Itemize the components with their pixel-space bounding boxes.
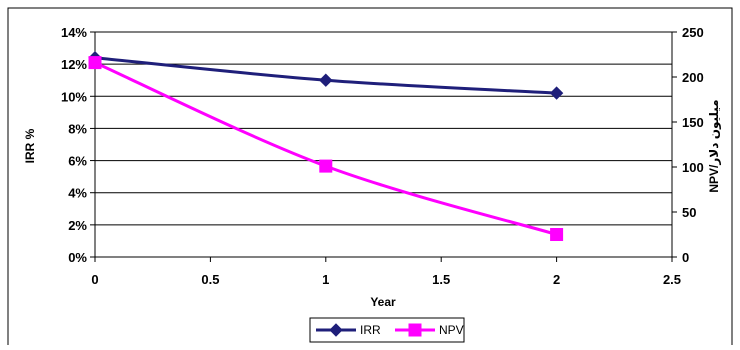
y-right-axis-title: NPV/میلیون دلار <box>707 99 722 192</box>
x-axis-title: Year <box>370 295 396 309</box>
irr-data-point <box>319 73 333 87</box>
series-layer <box>88 51 564 241</box>
y-right-tick-label: 0 <box>682 250 689 265</box>
x-tick-label: 1 <box>322 272 329 287</box>
y-right-tick-label: 50 <box>682 205 696 220</box>
y-right-tick-label: 150 <box>682 115 704 130</box>
irr-legend-marker <box>329 323 343 337</box>
irr-legend-label: IRR <box>360 323 381 337</box>
npv-data-point <box>319 159 333 173</box>
x-tick-label: 2 <box>553 272 560 287</box>
npv-data-point <box>550 228 564 241</box>
y-left-tick-label: 4% <box>68 186 87 201</box>
chart-frame <box>7 7 733 349</box>
x-tick-label: 2.5 <box>663 272 681 287</box>
npv-legend-marker <box>408 323 422 337</box>
npv-data-point <box>88 56 102 70</box>
x-tick-label: 0 <box>91 272 98 287</box>
axes <box>90 31 677 262</box>
x-tick-label: 0.5 <box>201 272 219 287</box>
y-left-tick-label: 0% <box>68 250 87 265</box>
tick-labels: 0% 2% 4% 6% 8% 10% 12% 14% 0 50 100 150 200 250 0 0.5 1 1… <box>61 25 704 287</box>
legend: IRR NPV <box>309 317 465 343</box>
y-left-tick-label: 14% <box>61 25 87 40</box>
y-left-axis-title: IRR % <box>23 128 37 163</box>
y-left-tick-label: 12% <box>61 57 87 72</box>
y-left-tick-label: 10% <box>61 89 87 104</box>
npv-legend-label: NPV <box>439 323 464 337</box>
y-left-tick-label: 8% <box>68 121 87 136</box>
y-right-tick-label: 200 <box>682 70 704 85</box>
y-left-tick-label: 2% <box>68 218 87 233</box>
x-tick-label: 1.5 <box>432 272 450 287</box>
y-right-tick-label: 250 <box>682 25 704 40</box>
irr-data-point <box>549 86 564 100</box>
grid <box>95 31 672 226</box>
y-right-tick-label: 100 <box>682 160 704 175</box>
y-left-tick-label: 6% <box>68 154 87 169</box>
